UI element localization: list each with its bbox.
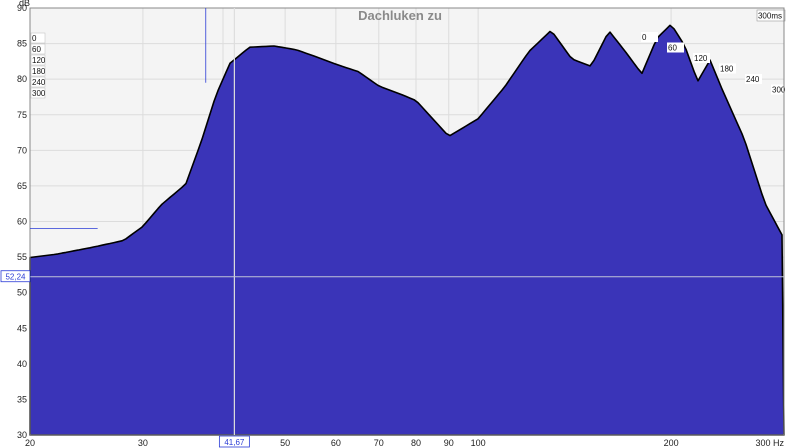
x-tick-label: 30 [138, 438, 148, 448]
x-tick-label: 60 [331, 438, 341, 448]
y-tick-label: 65 [17, 181, 27, 191]
x-tick-label: 70 [374, 438, 384, 448]
time-label-box-right [771, 84, 788, 95]
y-tick-label: 35 [17, 394, 27, 404]
x-tick-label: 90 [444, 438, 454, 448]
y-tick-label: 50 [17, 288, 27, 298]
y-tick-label: 75 [17, 110, 27, 120]
time-label-box-left [30, 76, 46, 88]
cursor[interactable]: 52,24 41,67 [0, 8, 784, 448]
y-tick-label: 40 [17, 359, 27, 369]
time-label-box-right [745, 74, 762, 84]
time-label-box-right [719, 63, 736, 74]
x-tick-label: 20 [25, 438, 35, 448]
time-label-left: 180 [32, 67, 46, 76]
time-label-right: 0 [642, 33, 647, 42]
time-axis-box [756, 9, 786, 22]
cursor-x-box [218, 435, 250, 448]
cursor-x-label: 41,67 [224, 438, 245, 447]
time-label-box-right [693, 53, 710, 63]
time-label-box-right [641, 32, 658, 42]
time-label-right: 120 [694, 54, 708, 63]
time-label-box-left [30, 87, 46, 99]
time-label-left: 0 [32, 34, 37, 43]
y-axis-label: dB [19, 0, 30, 8]
time-label-box-right [667, 42, 684, 53]
y-tick-label: 90 [17, 3, 27, 13]
time-label-left: 120 [32, 56, 46, 65]
x-tick-label: 300 Hz [755, 438, 784, 448]
cursor-y-label: 52,24 [5, 273, 26, 282]
y-tick-label: 45 [17, 323, 27, 333]
time-label-left: 240 [32, 78, 46, 87]
time-label-box-left [30, 43, 46, 55]
time-axis-label: 300ms [758, 12, 782, 21]
y-tick-label: 60 [17, 217, 27, 227]
y-tick-label: 80 [17, 74, 27, 84]
y-tick-label: 55 [17, 252, 27, 262]
chart-title: Dachluken zu [358, 8, 442, 23]
time-depth-labels: 300ms 0 0 60 60 120 120 180 180 240 240 300 300 [30, 9, 788, 99]
time-label-left: 300 [32, 89, 46, 98]
y-tick-label: 85 [17, 39, 27, 49]
x-tick-label: 200 [664, 438, 679, 448]
time-label-right: 240 [746, 75, 760, 84]
x-tick-label: 80 [411, 438, 421, 448]
x-tick-label: 50 [280, 438, 290, 448]
time-label-right: 300 [772, 86, 786, 95]
waterfall-slices [29, 24, 785, 436]
time-label-right: 60 [668, 44, 677, 53]
cursor-y-box [0, 270, 31, 283]
x-tick-label: 100 [471, 438, 486, 448]
time-label-left: 60 [32, 45, 41, 54]
y-tick-label: 30 [17, 430, 27, 440]
time-label-box-left [30, 65, 46, 77]
time-label-box-left [30, 54, 46, 66]
plot-frame [29, 7, 785, 436]
time-label-right: 180 [720, 65, 734, 74]
y-tick-label: 70 [17, 145, 27, 155]
time-label-box-left [30, 32, 46, 44]
waterfall-slice [29, 24, 785, 436]
